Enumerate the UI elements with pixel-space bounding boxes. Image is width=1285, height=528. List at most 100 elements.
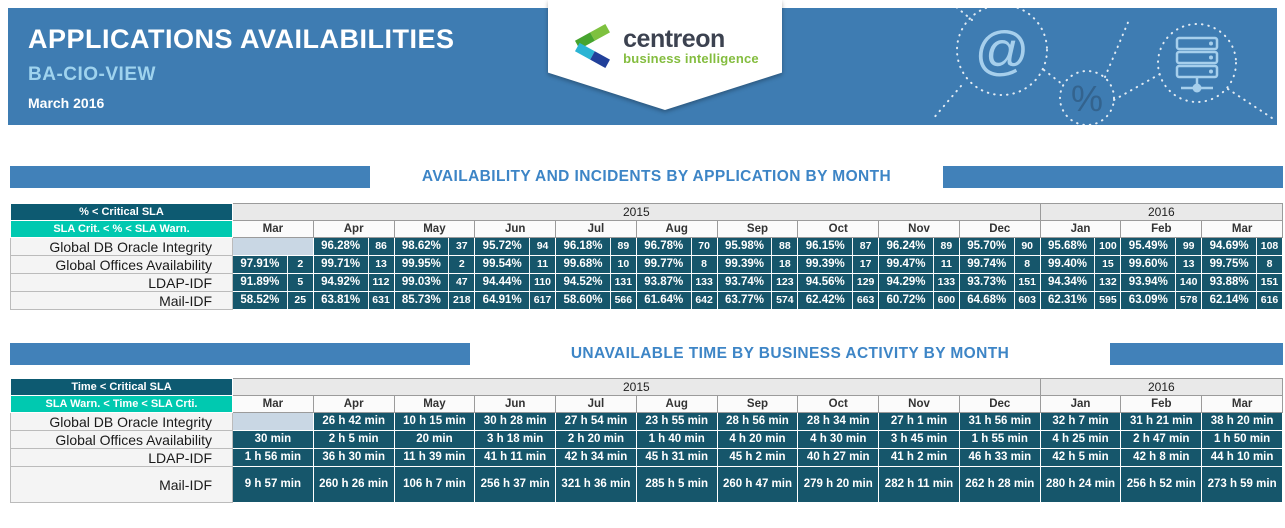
value-cell: 36 h 30 min (312, 448, 395, 467)
value-cell: 93.88% 151 (1201, 273, 1283, 292)
value-split: 96.28% 86 (314, 238, 393, 255)
value-cell: 40 h 27 min (797, 448, 880, 467)
value-cell: 58.60% 566 (555, 291, 637, 310)
value-cell: 60.72% 600 (878, 291, 960, 310)
value-cell: 62.31% 595 (1039, 291, 1122, 310)
percentage-value: 99.71% (321, 258, 361, 270)
centreon-logo-text: centreon business intelligence (623, 26, 759, 66)
value-split: 64.68% 603 (960, 292, 1039, 309)
value-cell: 64.91% 617 (474, 291, 557, 310)
value-cell: 99.03% 47 (393, 273, 476, 292)
percentage-value: 93.73% (967, 276, 1007, 288)
section-availability: AVAILABILITY AND INCIDENTS BY APPLICATIO… (0, 166, 1285, 188)
value-cell: 94.92% 112 (312, 273, 395, 292)
table-row: Global DB Oracle Integrity 26 h 42 min 10 … (10, 412, 1283, 431)
month-header: Jan (1039, 395, 1122, 413)
value-cell: 99.95% 2 (393, 255, 476, 274)
value-split: 94.44% 110 (476, 274, 555, 291)
value-cell: 282 h 11 min (878, 466, 960, 503)
incident-count: 13 (367, 256, 394, 273)
year-header: 2016 (1039, 203, 1284, 221)
value-cell: 96.28% 86 (312, 237, 395, 256)
incident-count: 218 (448, 292, 474, 309)
percentage-value: 99.47% (886, 258, 926, 270)
value-split: 62.31% 595 (1041, 292, 1120, 309)
server-icon (1175, 36, 1219, 90)
row-label: Global DB Oracle Integrity (10, 237, 233, 256)
value-cell: 273 h 59 min (1201, 466, 1283, 503)
incident-count: 8 (690, 256, 717, 273)
value-cell: 61.64% 642 (635, 291, 718, 310)
value-split: 99.75% 8 (1203, 256, 1282, 273)
percentage-value: 96.78% (644, 240, 684, 252)
incident-count: 94 (529, 238, 555, 255)
value-cell: 62.42% 663 (797, 291, 880, 310)
value-cell: 42 h 5 min (1039, 448, 1122, 467)
value-cell: 106 h 7 min (393, 466, 476, 503)
value-cell: 3 h 45 min (878, 430, 960, 449)
at-icon: @ (975, 21, 1030, 81)
value-split: 99.03% 47 (395, 274, 474, 291)
month-header: Jun (474, 220, 557, 238)
value-cell: 4 h 20 min (716, 430, 799, 449)
header-titles: APPLICATIONS AVAILABILITIES BA-CIO-VIEW … (28, 24, 455, 111)
value-cell: 94.44% 110 (474, 273, 557, 292)
incident-count: 151 (1013, 274, 1040, 291)
incident-count: 600 (932, 292, 959, 309)
percentage-value: 58.52% (240, 294, 280, 306)
incident-count: 574 (771, 292, 797, 309)
value-cell: 9 h 57 min (232, 466, 314, 503)
percentage-value: 99.60% (1128, 258, 1168, 270)
incident-count: 151 (1256, 274, 1282, 291)
incident-count: 70 (690, 238, 717, 255)
year-header: 2015 (232, 203, 1041, 221)
value-cell: 94.69% 108 (1201, 237, 1283, 256)
percentage-value: 58.60% (563, 294, 603, 306)
row-label: Global Offices Availability (10, 430, 233, 449)
table-row: Global Offices Availability 97.91% 2 99.71%… (10, 255, 1283, 274)
percentage-value: 94.92% (321, 276, 361, 288)
value-cell: 94.29% 133 (878, 273, 960, 292)
value-split: 96.24% 89 (880, 238, 959, 255)
value-cell: 23 h 55 min (635, 412, 718, 431)
month-header: Nov (878, 220, 960, 238)
month-header: Nov (878, 395, 960, 413)
value-cell: 321 h 36 min (555, 466, 637, 503)
report-period: March 2016 (28, 95, 105, 111)
value-split: 99.39% 17 (799, 256, 878, 273)
percentage-value: 60.72% (886, 294, 926, 306)
incident-count: 2 (448, 256, 474, 273)
percentage-value: 97.91% (240, 258, 280, 270)
incident-count: 99 (1175, 238, 1201, 255)
percentage-value: 99.74% (967, 258, 1007, 270)
value-cell: 91.89% 5 (232, 273, 314, 292)
percentage-value: 95.70% (967, 240, 1007, 252)
incident-count: 642 (690, 292, 717, 309)
month-header: Oct (797, 220, 880, 238)
value-split: 93.94% 140 (1122, 274, 1201, 291)
section-bar-left (10, 166, 370, 188)
value-split: 95.72% 94 (476, 238, 555, 255)
month-header: Mar (1201, 220, 1283, 238)
percentage-value: 98.62% (401, 240, 441, 252)
value-split: 96.18% 89 (557, 238, 636, 255)
incident-count: 663 (852, 292, 878, 309)
month-header: Mar (232, 395, 314, 413)
value-cell: 2 h 5 min (312, 430, 395, 449)
incident-count: 17 (852, 256, 878, 273)
value-split: 99.39% 18 (718, 256, 797, 273)
value-cell: 260 h 47 min (716, 466, 799, 503)
month-header: Dec (958, 220, 1041, 238)
percentage-value: 94.69% (1209, 240, 1249, 252)
value-cell: 63.81% 631 (312, 291, 395, 310)
month-header: Apr (312, 220, 395, 238)
value-cell: 279 h 20 min (797, 466, 880, 503)
table-row: LDAP-IDF 91.89% 5 94.92% 112 99.03% 47 94.44% 11… (10, 273, 1283, 292)
value-cell: 28 h 34 min (797, 412, 880, 431)
percentage-value: 94.29% (886, 276, 926, 288)
value-cell: 64.68% 603 (958, 291, 1041, 310)
month-header: Mar (1201, 395, 1283, 413)
value-cell: 44 h 10 min (1201, 448, 1283, 467)
incident-count: 88 (771, 238, 797, 255)
